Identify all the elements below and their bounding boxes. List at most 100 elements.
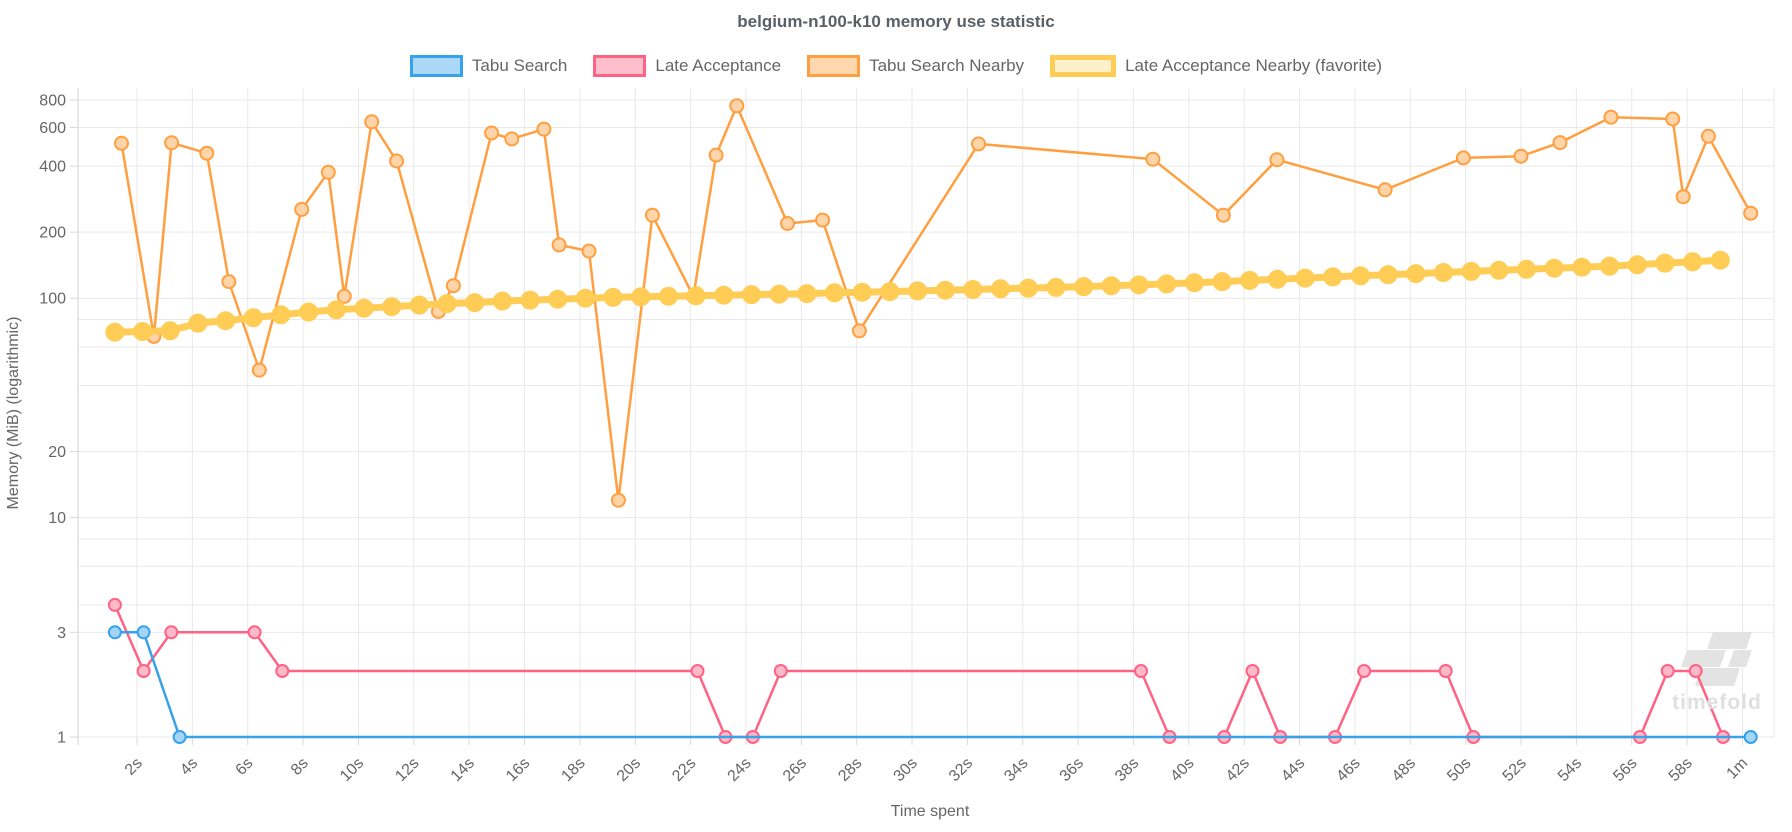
data-point[interactable] xyxy=(160,321,180,341)
data-point[interactable] xyxy=(1212,272,1232,292)
data-point[interactable] xyxy=(251,362,267,378)
data-point[interactable] xyxy=(1743,205,1759,221)
data-point[interactable] xyxy=(1660,664,1675,678)
data-point[interactable] xyxy=(551,237,567,253)
data-point[interactable] xyxy=(216,311,236,331)
data-point[interactable] xyxy=(644,207,660,223)
data-point[interactable] xyxy=(971,136,986,152)
data-point[interactable] xyxy=(1517,259,1536,279)
legend-item-late-acceptance-nearby-favorite-[interactable]: Late Acceptance Nearby (favorite) xyxy=(1050,55,1382,77)
data-point[interactable] xyxy=(852,282,872,302)
data-point[interactable] xyxy=(320,164,336,180)
data-point[interactable] xyxy=(437,294,457,314)
data-point[interactable] xyxy=(1665,111,1681,127)
data-point[interactable] xyxy=(797,284,817,304)
data-point[interactable] xyxy=(1357,664,1372,678)
data-point[interactable] xyxy=(825,283,844,303)
data-point[interactable] xyxy=(354,298,374,318)
data-point[interactable] xyxy=(221,274,237,290)
data-point[interactable] xyxy=(963,280,983,299)
data-point[interactable] xyxy=(492,291,512,311)
data-point[interactable] xyxy=(581,243,597,259)
data-point[interactable] xyxy=(610,492,626,508)
data-point[interactable] xyxy=(708,147,724,163)
data-point[interactable] xyxy=(188,313,208,333)
data-point[interactable] xyxy=(271,305,291,325)
data-point[interactable] xyxy=(851,323,867,339)
data-point[interactable] xyxy=(769,284,789,304)
data-point[interactable] xyxy=(133,322,152,341)
data-point[interactable] xyxy=(1129,275,1149,295)
data-point[interactable] xyxy=(1295,268,1315,288)
data-point[interactable] xyxy=(1572,257,1592,277)
data-point[interactable] xyxy=(172,730,187,744)
data-point[interactable] xyxy=(714,285,734,305)
data-point[interactable] xyxy=(1438,664,1453,678)
data-point[interactable] xyxy=(247,625,262,640)
data-point[interactable] xyxy=(690,664,705,678)
data-point[interactable] xyxy=(880,282,900,302)
data-point[interactable] xyxy=(1377,182,1393,198)
data-point[interactable] xyxy=(1240,270,1260,290)
data-point[interactable] xyxy=(1688,664,1703,678)
data-point[interactable] xyxy=(382,297,402,317)
data-point[interactable] xyxy=(1461,261,1481,281)
data-point[interactable] xyxy=(1145,151,1161,167)
data-point[interactable] xyxy=(1323,267,1343,287)
data-point[interactable] xyxy=(908,281,928,301)
data-point[interactable] xyxy=(364,114,380,130)
data-point[interactable] xyxy=(1184,273,1204,293)
data-point[interactable] xyxy=(520,290,540,310)
data-point[interactable] xyxy=(336,288,352,304)
data-point[interactable] xyxy=(1655,253,1675,273)
data-point[interactable] xyxy=(389,153,405,169)
data-point[interactable] xyxy=(742,285,761,305)
data-point[interactable] xyxy=(326,300,346,320)
data-point[interactable] xyxy=(1245,664,1260,678)
data-point[interactable] xyxy=(107,625,122,640)
data-point[interactable] xyxy=(1351,266,1370,286)
data-point[interactable] xyxy=(1675,189,1691,205)
data-point[interactable] xyxy=(686,286,706,306)
data-point[interactable] xyxy=(1603,109,1619,125)
data-point[interactable] xyxy=(107,597,122,612)
data-point[interactable] xyxy=(1267,269,1287,289)
data-point[interactable] xyxy=(275,664,290,678)
data-point[interactable] xyxy=(409,295,429,315)
data-point[interactable] xyxy=(1269,152,1285,168)
data-point[interactable] xyxy=(1101,276,1121,296)
data-point[interactable] xyxy=(1627,255,1647,275)
data-point[interactable] xyxy=(1743,730,1758,744)
data-point[interactable] xyxy=(164,625,179,640)
data-point[interactable] xyxy=(1434,263,1453,282)
legend-item-late-acceptance[interactable]: Late Acceptance xyxy=(593,55,781,77)
data-point[interactable] xyxy=(1489,260,1509,280)
data-point[interactable] xyxy=(536,121,552,137)
data-point[interactable] xyxy=(294,201,310,217)
data-point[interactable] xyxy=(105,322,125,342)
data-point[interactable] xyxy=(484,125,500,141)
data-point[interactable] xyxy=(243,308,263,328)
data-point[interactable] xyxy=(935,280,955,300)
data-point[interactable] xyxy=(991,279,1011,299)
data-point[interactable] xyxy=(465,293,485,313)
data-point[interactable] xyxy=(299,302,319,322)
data-point[interactable] xyxy=(1710,250,1730,270)
data-point[interactable] xyxy=(445,278,461,294)
data-point[interactable] xyxy=(1378,265,1398,285)
data-point[interactable] xyxy=(1455,150,1471,166)
data-point[interactable] xyxy=(1215,207,1231,223)
data-point[interactable] xyxy=(659,286,678,306)
data-point[interactable] xyxy=(631,287,651,307)
data-point[interactable] xyxy=(1683,252,1703,272)
data-point[interactable] xyxy=(1552,135,1568,151)
data-point[interactable] xyxy=(136,625,151,640)
data-point[interactable] xyxy=(1157,274,1177,294)
data-point[interactable] xyxy=(164,135,180,151)
data-point[interactable] xyxy=(1074,277,1094,297)
data-point[interactable] xyxy=(603,287,623,307)
data-point[interactable] xyxy=(1018,278,1038,298)
data-point[interactable] xyxy=(1406,264,1426,284)
data-point[interactable] xyxy=(780,216,795,231)
